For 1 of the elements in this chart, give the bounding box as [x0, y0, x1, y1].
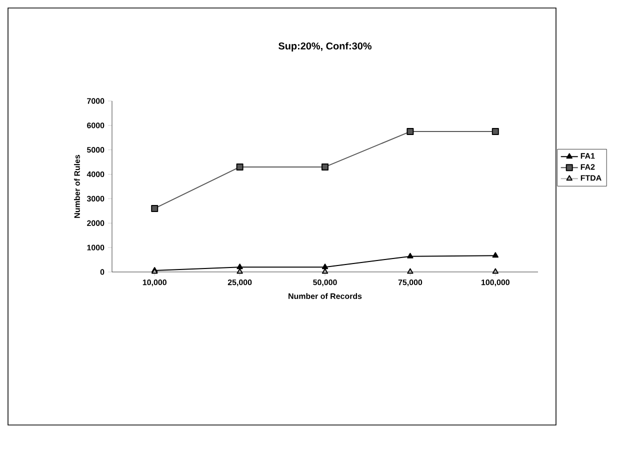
- chart-title: Sup:20%, Conf:30%: [278, 42, 372, 52]
